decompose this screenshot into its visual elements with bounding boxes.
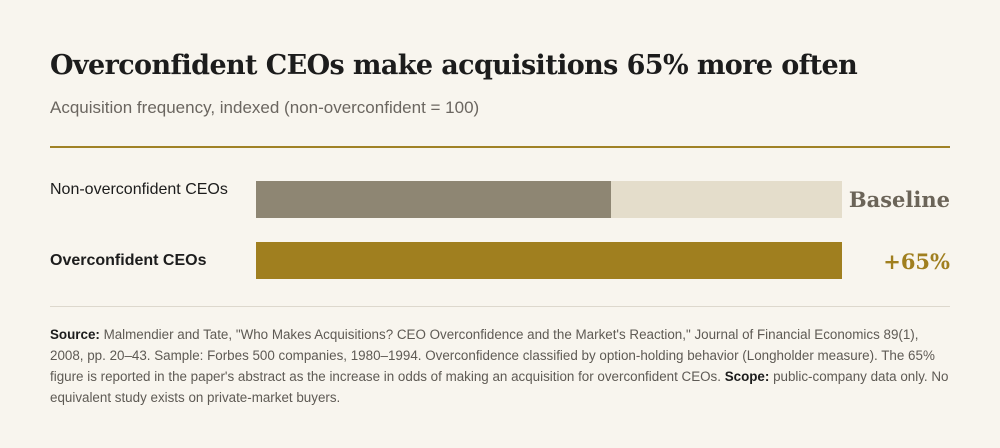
chart-title: Overconfident CEOs make acquisitions 65%… xyxy=(50,50,858,81)
bar-track-non-overconfident xyxy=(256,181,842,218)
source-label: Source: xyxy=(50,327,100,342)
scope-text: public-company data only. No equivalent … xyxy=(50,369,949,405)
source-note: Source: Malmendier and Tate, "Who Makes … xyxy=(50,324,950,408)
top-divider xyxy=(50,146,950,148)
value-label-non-overconfident: Baseline xyxy=(848,187,950,212)
bar-track-overconfident xyxy=(256,242,842,279)
scope-label: Scope: xyxy=(724,369,770,384)
chart-subtitle: Acquisition frequency, indexed (non-over… xyxy=(50,98,480,117)
bottom-divider xyxy=(50,306,950,307)
bar-overconfident xyxy=(256,242,842,279)
category-label-non-overconfident: Non-overconfident CEOs xyxy=(50,181,228,198)
value-label-overconfident: +65% xyxy=(883,249,950,274)
bar-non-overconfident xyxy=(256,181,612,218)
category-label-overconfident: Overconfident CEOs xyxy=(50,252,207,269)
source-text: Malmendier and Tate, "Who Makes Acquisit… xyxy=(50,327,935,384)
